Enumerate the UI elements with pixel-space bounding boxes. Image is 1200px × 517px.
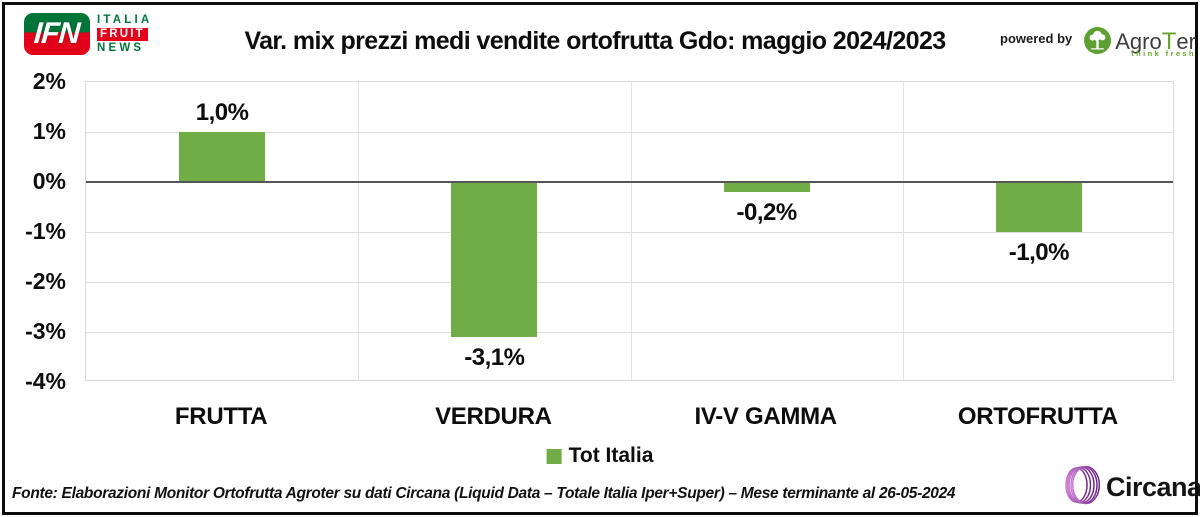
ifn-line-italia: ITALIA — [97, 13, 153, 26]
y-axis-labels: 2% 1% 0% -1% -2% -3% -4% — [0, 68, 66, 394]
agroter-tree-icon — [1084, 27, 1112, 59]
gridline-horizontal — [86, 131, 1173, 133]
powered-by-block: powered by AgroTer think fres — [1000, 27, 1196, 59]
y-axis-tick-label: 1% — [32, 118, 66, 144]
category-axis-labels: FRUTTA VERDURA IV-V GAMMA ORTOFRUTTA — [85, 403, 1174, 433]
powered-by-label: powered by — [1000, 31, 1073, 46]
y-axis-tick-label: 2% — [32, 68, 66, 94]
y-axis-tick-label: -3% — [25, 318, 66, 344]
bar-value-label: -3,1% — [464, 344, 525, 371]
gridline-vertical — [630, 82, 632, 380]
gridline-horizontal — [86, 331, 1173, 333]
gridline-vertical — [358, 82, 360, 380]
bar — [179, 132, 266, 182]
legend-label: Tot Italia — [568, 444, 654, 467]
y-axis-tick-label: 0% — [32, 168, 66, 194]
legend-swatch — [546, 448, 562, 464]
plot-area: 1,0% -3,1% -0,2% -1,0% — [85, 81, 1174, 381]
y-axis-tick-label: -1% — [25, 218, 66, 244]
source-note: Fonte: Elaborazioni Monitor Ortofrutta A… — [12, 485, 956, 502]
agroter-part-er: er — [1176, 28, 1196, 54]
category-label: FRUTTA — [174, 403, 268, 430]
agroter-logo: AgroTer think fresh — [1084, 27, 1196, 59]
agroter-tagline: think fresh — [1131, 48, 1196, 58]
zero-axis-line — [86, 181, 1173, 183]
ifn-logo-wordmark: ITALIA FRUIT NEWS — [97, 14, 152, 55]
gridline-vertical — [902, 82, 904, 380]
circana-logo: Circana. — [1062, 464, 1200, 511]
circana-name: Circana — [1106, 472, 1200, 502]
agroter-part-agro: Agro — [1115, 28, 1162, 54]
circana-rings-icon — [1062, 464, 1104, 511]
y-axis-tick-label: -2% — [25, 268, 66, 294]
chart-title: Var. mix prezzi medi vendite ortofrutta … — [244, 27, 946, 55]
category-label: ORTOFRUTTA — [957, 403, 1118, 430]
agroter-part-t: T — [1161, 27, 1177, 55]
legend: Tot Italia — [546, 444, 654, 468]
gridline-horizontal — [86, 281, 1173, 283]
ifn-line-news: NEWS — [97, 41, 145, 54]
ifn-logo-icon: IFN — [24, 13, 90, 55]
bar — [451, 182, 538, 337]
ifn-acronym: IFN — [33, 17, 81, 50]
category-label: VERDURA — [435, 403, 552, 430]
bar-value-label: -1,0% — [1008, 239, 1070, 266]
gridline-horizontal — [86, 231, 1173, 233]
ifn-logo: IFN ITALIA FRUIT NEWS — [24, 13, 152, 55]
ifn-line-fruit: FRUIT — [97, 27, 148, 41]
bar-value-label: 1,0% — [195, 99, 249, 126]
bar — [995, 182, 1082, 232]
y-axis-tick-label: -4% — [25, 368, 66, 394]
agroter-wordmark: AgroTer think fresh — [1115, 27, 1196, 58]
circana-wordmark: Circana. — [1106, 472, 1200, 503]
bar-value-label: -0,2% — [736, 199, 798, 226]
category-label: IV-V GAMMA — [694, 403, 837, 430]
bar — [723, 182, 810, 192]
